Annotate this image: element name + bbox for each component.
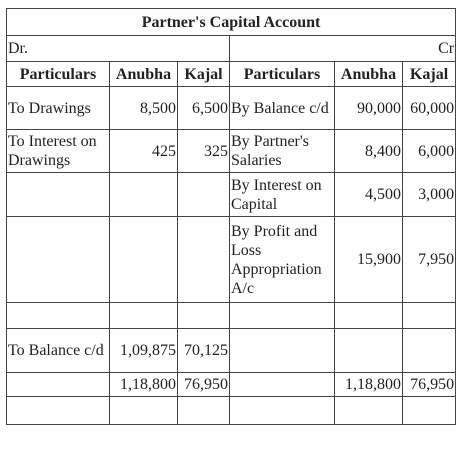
debit-particular bbox=[6, 302, 110, 329]
debit-kajal: 70,125 bbox=[177, 328, 230, 373]
credit-kajal: 60,000 bbox=[401, 86, 457, 130]
credit-particular: By Profit and Loss Appropriation A/c bbox=[229, 216, 335, 303]
table-row: By Profit and Loss Appropriation A/c 15,… bbox=[6, 216, 457, 303]
debit-particular bbox=[6, 172, 110, 217]
debit-particular: To Interest on Drawings bbox=[6, 129, 110, 173]
credit-anubha bbox=[334, 302, 403, 329]
header-anubha-debit: Anubha bbox=[109, 61, 178, 87]
table-row: To Balance c/d 1,09,875 70,125 bbox=[6, 328, 457, 373]
credit-anubha-total: 1,18,800 bbox=[334, 372, 403, 397]
header-anubha-credit: Anubha bbox=[334, 61, 403, 87]
table-row bbox=[6, 396, 457, 425]
credit-anubha: 90,000 bbox=[334, 86, 403, 130]
credit-particular: By Balance c/d bbox=[229, 86, 335, 130]
table-row: 1,18,800 76,950 1,18,800 76,950 bbox=[6, 372, 457, 397]
credit-anubha bbox=[334, 396, 403, 425]
header-particulars-debit: Particulars bbox=[6, 61, 110, 87]
debit-anubha bbox=[109, 172, 178, 217]
table-title: Partner's Capital Account bbox=[5, 8, 457, 36]
credit-label: Cr bbox=[228, 35, 457, 62]
debit-kajal: 325 bbox=[177, 129, 230, 173]
credit-particular bbox=[229, 328, 335, 373]
debit-anubha bbox=[109, 302, 178, 329]
debit-particular: To Drawings bbox=[6, 86, 110, 130]
debit-kajal bbox=[177, 216, 230, 303]
credit-kajal: 3,000 bbox=[401, 172, 457, 217]
debit-kajal bbox=[177, 172, 230, 217]
credit-kajal: 6,000 bbox=[401, 129, 457, 173]
header-kajal-debit: Kajal bbox=[177, 61, 230, 87]
credit-particular bbox=[229, 302, 335, 329]
debit-anubha bbox=[109, 216, 178, 303]
table-row: To Interest on Drawings 425 325 By Partn… bbox=[6, 129, 457, 173]
table-row: To Drawings 8,500 6,500 By Balance c/d 9… bbox=[6, 86, 457, 130]
debit-kajal-total: 76,950 bbox=[177, 372, 230, 397]
credit-particular: By Partner's Salaries bbox=[229, 129, 335, 173]
credit-anubha bbox=[334, 328, 403, 373]
debit-kajal bbox=[177, 302, 230, 329]
debit-particular: To Balance c/d bbox=[6, 328, 110, 373]
credit-kajal bbox=[401, 302, 457, 329]
debit-particular bbox=[6, 216, 110, 303]
credit-anubha: 15,900 bbox=[334, 216, 403, 303]
debit-particular bbox=[6, 396, 110, 425]
debit-anubha: 425 bbox=[109, 129, 178, 173]
credit-kajal bbox=[401, 396, 457, 425]
debit-particular bbox=[6, 372, 110, 397]
debit-kajal: 6,500 bbox=[177, 86, 230, 130]
credit-kajal-total: 76,950 bbox=[401, 372, 457, 397]
credit-particular bbox=[229, 372, 335, 397]
credit-kajal bbox=[401, 328, 457, 373]
capital-account-table: Partner's Capital Account Dr. Cr Particu… bbox=[5, 8, 457, 425]
table-row: By Interest on Capital 4,500 3,000 bbox=[6, 172, 457, 217]
credit-particular bbox=[229, 396, 335, 425]
debit-anubha-total: 1,18,800 bbox=[109, 372, 178, 397]
header-particulars-credit: Particulars bbox=[229, 61, 335, 87]
table-row bbox=[6, 302, 457, 329]
credit-kajal: 7,950 bbox=[401, 216, 457, 303]
debit-anubha bbox=[109, 396, 178, 425]
debit-kajal bbox=[177, 396, 230, 425]
credit-anubha: 4,500 bbox=[334, 172, 403, 217]
credit-anubha: 8,400 bbox=[334, 129, 403, 173]
credit-particular: By Interest on Capital bbox=[229, 172, 335, 217]
header-kajal-credit: Kajal bbox=[401, 61, 457, 87]
debit-anubha: 8,500 bbox=[109, 86, 178, 130]
debit-label: Dr. bbox=[6, 35, 230, 62]
debit-anubha: 1,09,875 bbox=[109, 328, 178, 373]
